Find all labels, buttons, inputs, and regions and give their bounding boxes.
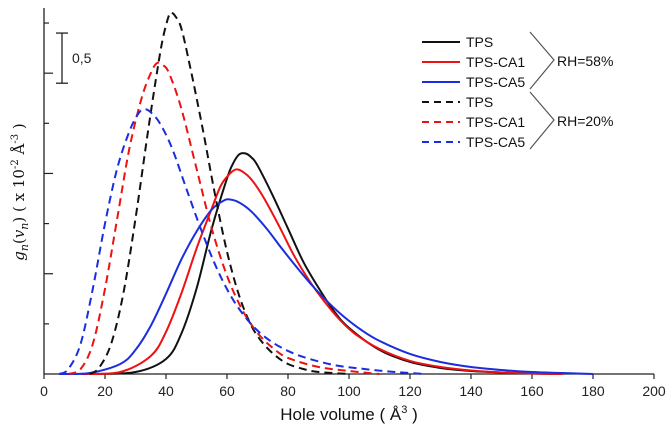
legend-group-label-58: RH=58% bbox=[557, 53, 613, 69]
series-line-tps-ca1-rh-58 bbox=[80, 168, 563, 376]
legend-label-tps-ca1-58: TPS-CA1 bbox=[466, 54, 525, 70]
legend-label-tps-ca5-58: TPS-CA5 bbox=[466, 74, 525, 90]
y-title-open-paren: ( bbox=[10, 238, 28, 244]
series-line-tps-ca1-rh-20 bbox=[68, 61, 380, 375]
legend: TPS TPS-CA1 TPS-CA5 RH=58% TPS TPS-CA1 T… bbox=[422, 31, 613, 150]
series-line-tps-ca5-rh-20 bbox=[58, 108, 426, 375]
y-title-unit: Å bbox=[10, 143, 28, 155]
legend-group-label-20: RH=20% bbox=[557, 113, 613, 129]
x-axis-title-open: ( bbox=[375, 405, 390, 424]
x-tick-label: 20 bbox=[97, 383, 113, 399]
legend-label-tps-20: TPS bbox=[466, 94, 493, 110]
legend-brace-20 bbox=[529, 91, 555, 150]
x-tick-label: 40 bbox=[158, 383, 174, 399]
x-tick-label: 200 bbox=[642, 383, 666, 399]
legend-brace-58 bbox=[529, 31, 555, 90]
scale-bar-label: 0,5 bbox=[72, 50, 92, 66]
series-line-tps-ca5-rh-58 bbox=[59, 198, 594, 376]
y-ticks bbox=[44, 22, 53, 325]
x-tick-label: 0 bbox=[40, 383, 48, 399]
x-axis-title-unit-exp: 3 bbox=[401, 404, 407, 416]
x-tick-label: 60 bbox=[219, 383, 235, 399]
x-tick-label: 80 bbox=[280, 383, 296, 399]
series-line-tps-rh-20 bbox=[89, 11, 350, 375]
y-title-close-paren: ) ( bbox=[10, 201, 28, 222]
x-axis-title-text: Hole volume bbox=[280, 405, 375, 424]
y-title-arg: v bbox=[10, 229, 28, 238]
legend-label-tps-ca5-20: TPS-CA5 bbox=[466, 134, 525, 150]
x-axis-title-close: ) bbox=[407, 405, 417, 424]
y-title-multiplier-exp: -2 bbox=[10, 159, 21, 169]
y-title-unit-exp: -3 bbox=[10, 134, 21, 144]
x-tick-label: 100 bbox=[337, 383, 361, 399]
y-title-func-sub: n bbox=[18, 244, 31, 251]
x-tick-label: 160 bbox=[520, 383, 544, 399]
x-tick-label: 140 bbox=[459, 383, 483, 399]
y-title-arg-sub: n bbox=[18, 223, 31, 230]
x-tick-label: 180 bbox=[581, 383, 605, 399]
x-axis-title-unit: Å bbox=[390, 405, 402, 424]
legend-label-tps-58: TPS bbox=[466, 34, 493, 50]
x-axis-title: Hole volume ( Å3 ) bbox=[280, 404, 417, 424]
x-ticks: 0 20 40 60 80 100 120 140 160 180 200 bbox=[40, 374, 666, 399]
legend-label-tps-ca1-20: TPS-CA1 bbox=[466, 114, 525, 130]
scale-bar: 0,5 bbox=[56, 32, 92, 84]
y-title-func: g bbox=[10, 251, 28, 261]
series-curves bbox=[58, 11, 594, 376]
y-title-multiplier: x 10 bbox=[10, 169, 28, 201]
x-tick-label: 120 bbox=[398, 383, 422, 399]
y-axis-title: gn(vn) ( x 10-2 Å-3 ) bbox=[10, 123, 31, 260]
y-title-end: ) bbox=[10, 123, 28, 134]
